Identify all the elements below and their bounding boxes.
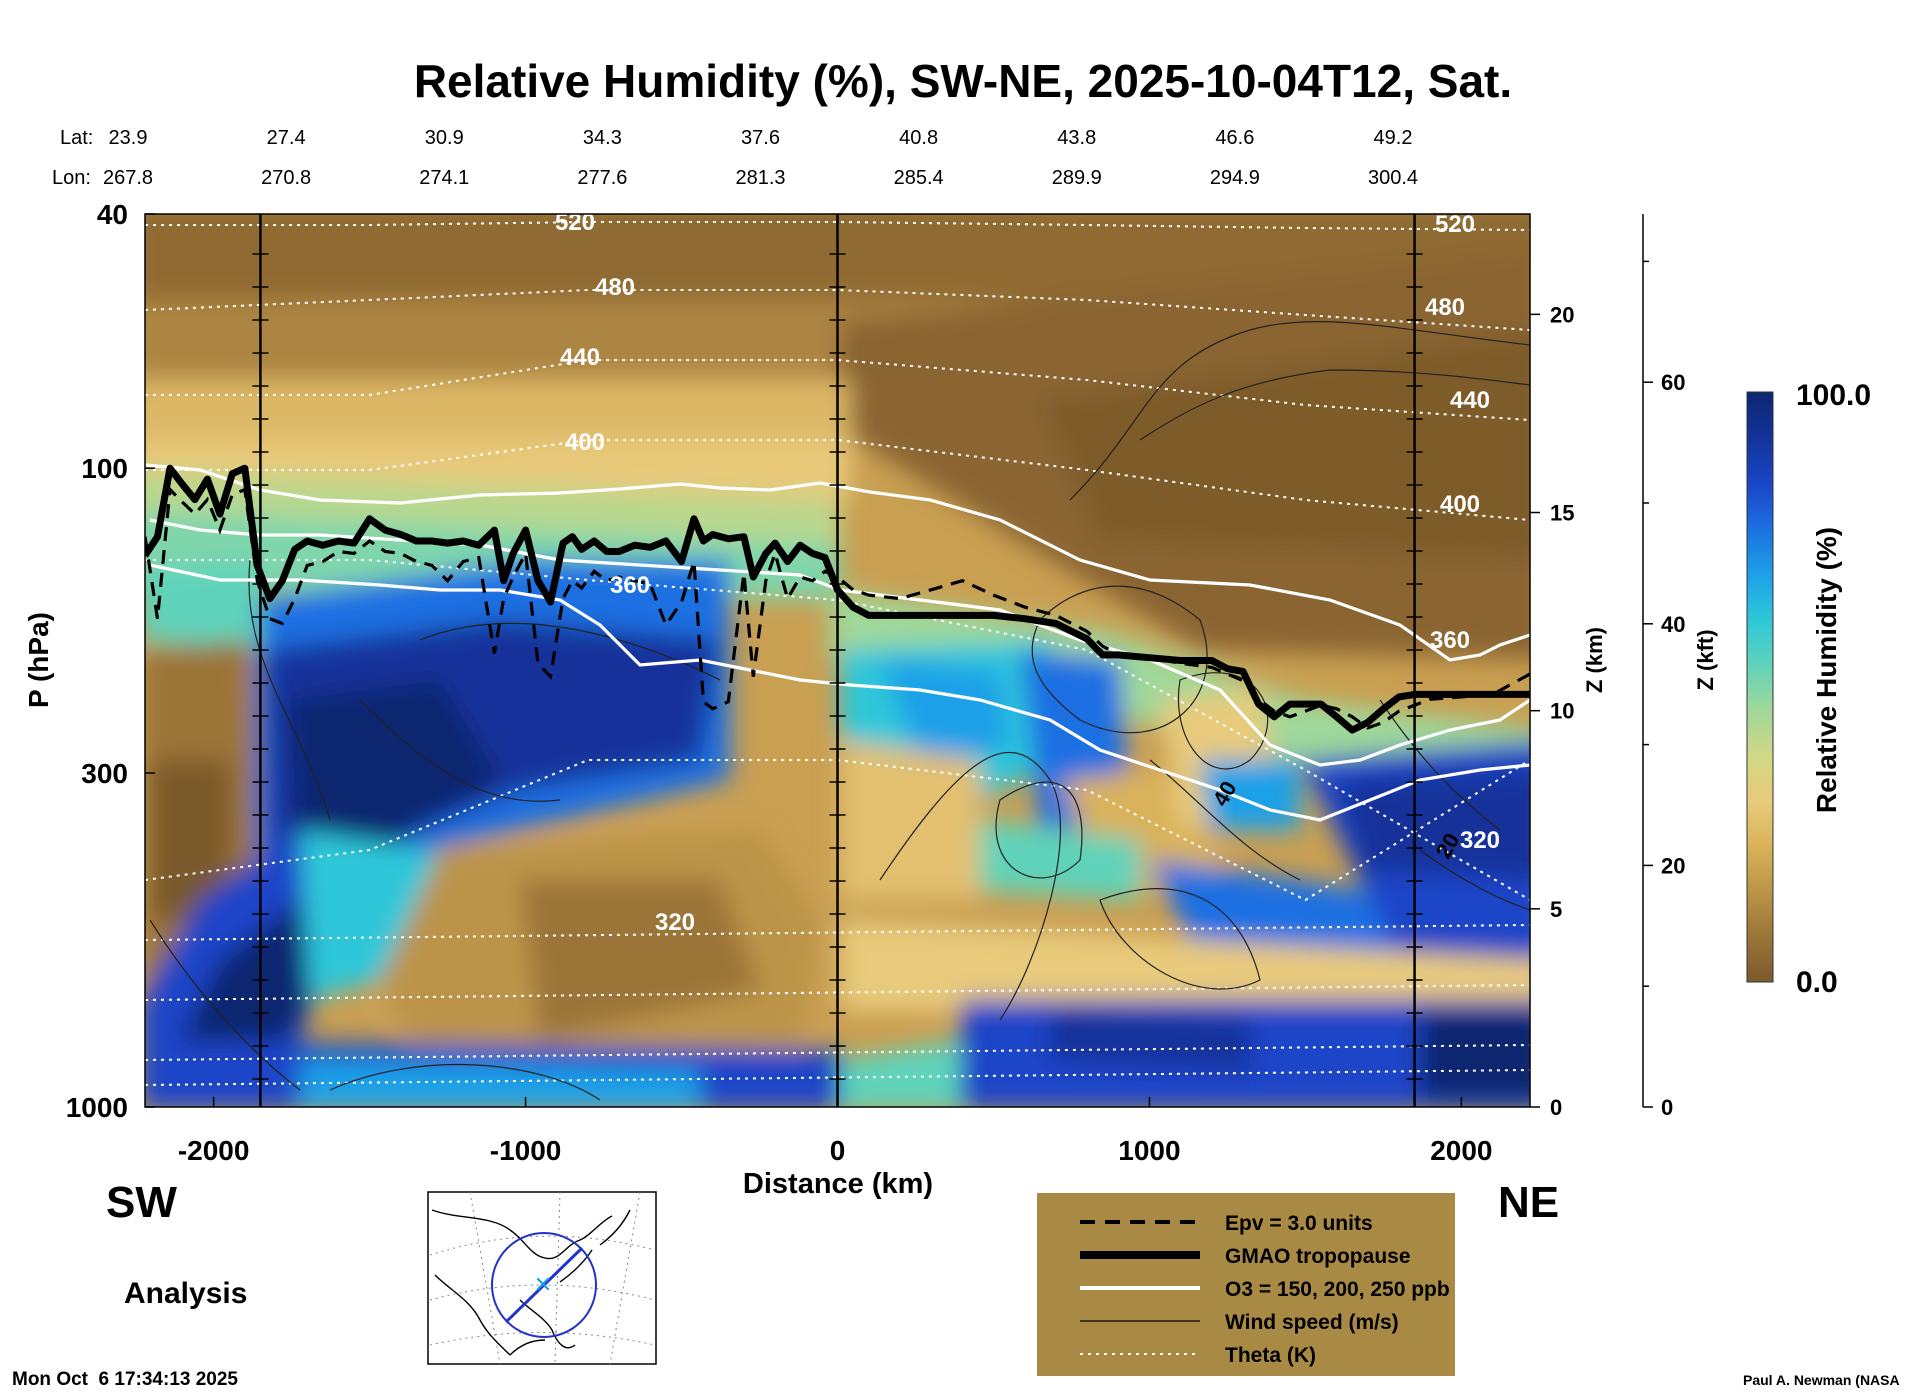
z-kft-tick-label: 20 bbox=[1661, 853, 1685, 878]
colorbar-min-label: 0.0 bbox=[1796, 966, 1838, 999]
y-axis: 40 100 300 1000 bbox=[66, 199, 155, 1123]
theta-line bbox=[145, 221, 1530, 231]
theta-line bbox=[145, 1044, 1530, 1061]
lon-value: 300.4 bbox=[1368, 167, 1418, 189]
lat-value: 23.9 bbox=[109, 127, 148, 149]
x-tick-label: 1000 bbox=[1118, 1135, 1180, 1166]
x-tick-label: 0 bbox=[830, 1135, 846, 1166]
y-tick-label: 300 bbox=[81, 758, 128, 789]
colorbar: 100.0 0.0 Relative Humidity (%) bbox=[1746, 379, 1871, 999]
theta-label: 520 bbox=[1435, 211, 1475, 238]
theta-label: 480 bbox=[1425, 294, 1465, 321]
inset-map: ✕ bbox=[427, 1191, 657, 1365]
z-km-tick-label: 5 bbox=[1550, 897, 1562, 922]
theta-label: 440 bbox=[1450, 387, 1490, 414]
z-km-label: Z (km) bbox=[1582, 627, 1607, 693]
rh-field bbox=[145, 214, 1530, 1107]
z-km-tick-label: 15 bbox=[1550, 501, 1574, 526]
analysis-label: Analysis bbox=[124, 1277, 247, 1310]
lat-lon-header: Lat: Lon: 23.9 27.4 30.9 34.3 37.6 40.8 43.8 46… bbox=[52, 127, 1418, 189]
y-tick-label: 40 bbox=[97, 199, 128, 230]
section-markers bbox=[252, 214, 1423, 1107]
y-axis-label: P (hPa) bbox=[23, 612, 54, 708]
theta-line bbox=[145, 984, 1530, 1001]
z-km-tick-label: 0 bbox=[1550, 1095, 1562, 1120]
lat-value: 27.4 bbox=[267, 127, 306, 149]
colorbar-title: Relative Humidity (%) bbox=[1811, 527, 1842, 813]
theta-line bbox=[145, 289, 1530, 331]
theta-label: 360 bbox=[1430, 627, 1470, 654]
x-tick-label: -2000 bbox=[178, 1135, 250, 1166]
lat-value: 30.9 bbox=[425, 127, 464, 149]
lat-value: 34.3 bbox=[583, 127, 622, 149]
lon-value: 270.8 bbox=[261, 167, 311, 189]
theta-label: 360 bbox=[610, 572, 650, 599]
theta-line bbox=[145, 439, 1530, 521]
chart-title: Relative Humidity (%), SW-NE, 2025-10-04… bbox=[414, 55, 1512, 107]
lon-label: Lon: bbox=[52, 167, 91, 189]
lat-value: 37.6 bbox=[741, 127, 780, 149]
tropopause-line bbox=[145, 464, 1530, 734]
z-kft-label: Z (kft) bbox=[1693, 629, 1718, 690]
lon-value: 277.6 bbox=[577, 167, 627, 189]
lat-value: 49.2 bbox=[1374, 127, 1413, 149]
legend-label: GMAO tropopause bbox=[1225, 1245, 1411, 1268]
z-km-tick-label: 10 bbox=[1550, 699, 1574, 724]
theta-label: 400 bbox=[565, 429, 605, 456]
y-tick-label: 100 bbox=[81, 453, 128, 484]
credit: Paul A. Newman (NASA bbox=[1743, 1372, 1900, 1388]
colorbar-max-label: 100.0 bbox=[1796, 379, 1871, 412]
theta-line bbox=[145, 924, 1530, 941]
lon-values: 267.8 270.8 274.1 277.6 281.3 285.4 289.9 294.9… bbox=[103, 167, 1418, 189]
colorbar-bar bbox=[1746, 391, 1774, 983]
z-kft-tick-label: 60 bbox=[1661, 370, 1685, 395]
x-tick-label: -1000 bbox=[490, 1135, 562, 1166]
epv-line bbox=[145, 486, 1530, 730]
y-tick-label: 1000 bbox=[66, 1092, 128, 1123]
legend: Epv = 3.0 units GMAO tropopause O3 = 150, … bbox=[1037, 1193, 1455, 1376]
z-km-tick-label: 20 bbox=[1550, 302, 1574, 327]
theta-line bbox=[145, 1069, 1530, 1086]
timestamp: Mon Oct 6 17:34:13 2025 bbox=[12, 1369, 238, 1390]
wind-speed-contours bbox=[149, 320, 1530, 1101]
lon-value: 281.3 bbox=[735, 167, 785, 189]
legend-label: Epv = 3.0 units bbox=[1225, 1212, 1373, 1235]
lat-value: 46.6 bbox=[1215, 127, 1254, 149]
x-axis: -2000 -1000 0 1000 2000 bbox=[178, 1097, 1493, 1166]
lon-value: 289.9 bbox=[1052, 167, 1102, 189]
z-kft-axis: 0 20 40 60 bbox=[1642, 214, 1685, 1120]
theta-label: 480 bbox=[595, 274, 635, 301]
theta-label: 320 bbox=[655, 909, 695, 936]
legend-label: O3 = 150, 200, 250 ppb bbox=[1225, 1278, 1450, 1301]
legend-label: Wind speed (m/s) bbox=[1225, 1311, 1399, 1334]
direction-ne: NE bbox=[1498, 1178, 1559, 1227]
theta-line bbox=[145, 359, 1530, 421]
x-axis-label: Distance (km) bbox=[743, 1168, 933, 1200]
theta-label: 520 bbox=[555, 209, 595, 236]
lon-value: 285.4 bbox=[894, 167, 944, 189]
lat-values: 23.9 27.4 30.9 34.3 37.6 40.8 43.8 46.6 49.2 bbox=[109, 127, 1413, 149]
lon-value: 294.9 bbox=[1210, 167, 1260, 189]
theta-label: 440 bbox=[560, 344, 600, 371]
ozone-contours bbox=[145, 463, 1530, 822]
svg-text:✕: ✕ bbox=[534, 1272, 552, 1297]
legend-label: Theta (K) bbox=[1225, 1344, 1316, 1367]
z-km-axis: 0 5 10 15 20 bbox=[1530, 302, 1574, 1120]
lat-label: Lat: bbox=[60, 127, 93, 149]
lat-value: 43.8 bbox=[1057, 127, 1096, 149]
theta-label: 320 bbox=[1460, 827, 1500, 854]
z-kft-tick-label: 0 bbox=[1661, 1095, 1673, 1120]
x-tick-label: 2000 bbox=[1430, 1135, 1492, 1166]
lat-value: 40.8 bbox=[899, 127, 938, 149]
z-kft-tick-label: 40 bbox=[1661, 612, 1685, 637]
theta-label: 400 bbox=[1440, 491, 1480, 518]
lon-value: 274.1 bbox=[419, 167, 469, 189]
theta-labels: 320 320 360 360 400 400 440 440 480 480 520 520 bbox=[555, 209, 1500, 936]
theta-line bbox=[145, 559, 1530, 901]
lon-value: 267.8 bbox=[103, 167, 153, 189]
direction-sw: SW bbox=[106, 1178, 177, 1227]
